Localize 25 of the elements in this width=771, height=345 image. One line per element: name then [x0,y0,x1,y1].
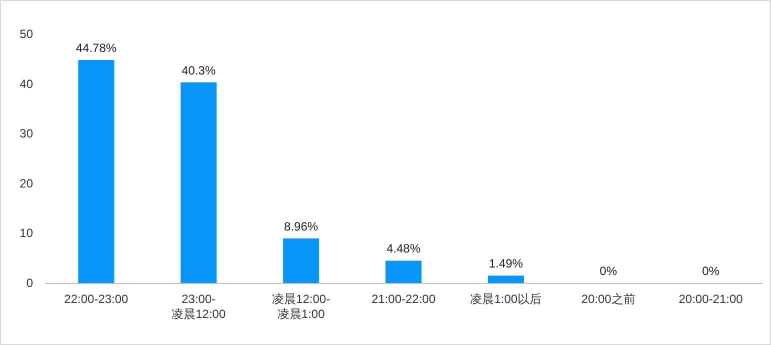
bar [488,276,524,283]
y-tick-label: 30 [20,126,34,141]
y-tick-label: 40 [20,76,34,91]
y-tick-label: 20 [20,176,34,190]
y-tick-label: 0 [26,276,34,290]
x-tick-label: 凌晨1:00以后 [470,292,542,306]
data-label: 8.96% [284,219,318,234]
data-label: 4.48% [386,242,421,256]
x-tick-label: 23:00- 凌晨12:00 [172,292,226,321]
bar [283,238,320,283]
y-tick-label: 10 [20,226,34,240]
data-label: 1.49% [488,256,524,271]
y-tick-label: 50 [20,27,34,41]
data-label: 44.78% [76,40,117,55]
bar [180,82,217,283]
x-tick-label: 22:00-23:00 [64,292,129,306]
data-label: 40.3% [182,63,216,78]
data-label: 0% [600,264,618,278]
x-tick-label: 凌晨12:00- 凌晨1:00 [272,292,330,321]
bar [78,60,114,283]
x-tick-label: 20:00-21:00 [678,292,744,306]
data-label: 0% [702,264,720,278]
x-tick-label: 20:00之前 [581,292,636,306]
bar [386,260,422,283]
x-tick-label: 21:00-22:00 [371,292,436,306]
